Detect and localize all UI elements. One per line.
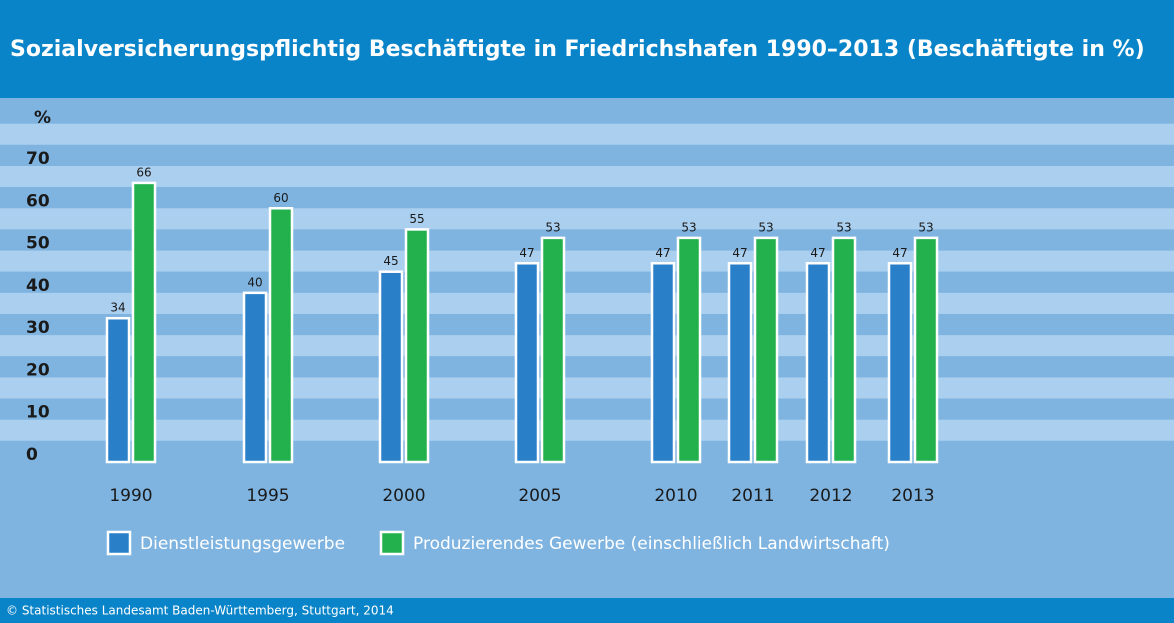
bar bbox=[378, 270, 404, 464]
x-tick-label: 2005 bbox=[518, 486, 561, 506]
footer bbox=[0, 598, 1174, 623]
x-tick-label: 1995 bbox=[246, 486, 289, 506]
stripe bbox=[0, 292, 1174, 314]
x-tick-label: 1990 bbox=[109, 486, 152, 506]
bar bbox=[242, 291, 268, 464]
bar bbox=[727, 262, 753, 464]
value-label: 47 bbox=[732, 246, 747, 260]
legend-label: Dienstleistungsgewerbe bbox=[140, 534, 345, 554]
chart-title: Sozialversicherungspflichtig Beschäftigt… bbox=[10, 37, 1145, 62]
stripes bbox=[0, 102, 1174, 462]
bar bbox=[753, 236, 779, 464]
value-label: 53 bbox=[836, 220, 851, 234]
value-label: 47 bbox=[519, 246, 534, 260]
value-label: 53 bbox=[758, 220, 773, 234]
stripe bbox=[0, 187, 1174, 209]
bar bbox=[268, 207, 294, 464]
y-tick-label: 60 bbox=[26, 191, 50, 211]
y-axis-label: % bbox=[34, 108, 51, 128]
bar bbox=[913, 236, 939, 464]
stripe bbox=[0, 398, 1174, 420]
stripe bbox=[0, 102, 1174, 124]
value-label: 47 bbox=[810, 246, 825, 260]
bar bbox=[676, 236, 702, 464]
bar bbox=[831, 236, 857, 464]
bar bbox=[540, 236, 566, 464]
stripe bbox=[0, 419, 1174, 441]
y-tick-label: 30 bbox=[26, 318, 50, 338]
y-tick-label: 0 bbox=[26, 445, 38, 465]
value-label: 55 bbox=[409, 212, 424, 226]
value-label: 60 bbox=[273, 191, 288, 205]
value-label: 40 bbox=[247, 275, 262, 289]
stripe bbox=[0, 271, 1174, 293]
x-tick-label: 2013 bbox=[891, 486, 934, 506]
y-tick-label: 40 bbox=[26, 276, 50, 296]
value-label: 47 bbox=[655, 246, 670, 260]
stripe bbox=[0, 335, 1174, 357]
value-label: 53 bbox=[681, 220, 696, 234]
y-tick-label: 50 bbox=[26, 234, 50, 254]
stripe bbox=[0, 250, 1174, 272]
stripe bbox=[0, 123, 1174, 145]
bar bbox=[105, 316, 131, 464]
bar bbox=[650, 262, 676, 464]
bar bbox=[514, 262, 540, 464]
value-label: 53 bbox=[918, 220, 933, 234]
header bbox=[0, 0, 1174, 98]
stripe bbox=[0, 144, 1174, 166]
source: © Statistisches Landesamt Baden-Württemb… bbox=[6, 604, 394, 618]
x-tick-label: 2010 bbox=[654, 486, 697, 506]
legend-swatch bbox=[106, 530, 132, 556]
y-tick-label: 70 bbox=[26, 149, 50, 169]
legend-swatch bbox=[379, 530, 405, 556]
y-tick-label: 10 bbox=[26, 403, 50, 423]
stripe bbox=[0, 229, 1174, 251]
value-label: 45 bbox=[383, 254, 398, 268]
stripe bbox=[0, 208, 1174, 230]
value-label: 34 bbox=[110, 301, 125, 315]
stripe bbox=[0, 440, 1174, 462]
x-tick-label: 2000 bbox=[382, 486, 425, 506]
value-label: 53 bbox=[545, 220, 560, 234]
legend-label: Produzierendes Gewerbe (einschließlich L… bbox=[413, 534, 890, 554]
stripe bbox=[0, 356, 1174, 378]
stripe bbox=[0, 314, 1174, 336]
x-tick-label: 2012 bbox=[809, 486, 852, 506]
value-label: 66 bbox=[136, 165, 151, 179]
bar bbox=[404, 228, 430, 464]
x-tick-label: 2011 bbox=[731, 486, 774, 506]
stripe bbox=[0, 377, 1174, 399]
stripe bbox=[0, 166, 1174, 188]
bar bbox=[131, 181, 157, 464]
y-tick-label: 20 bbox=[26, 360, 50, 380]
value-label: 47 bbox=[892, 246, 907, 260]
bar bbox=[887, 262, 913, 464]
bar bbox=[805, 262, 831, 464]
